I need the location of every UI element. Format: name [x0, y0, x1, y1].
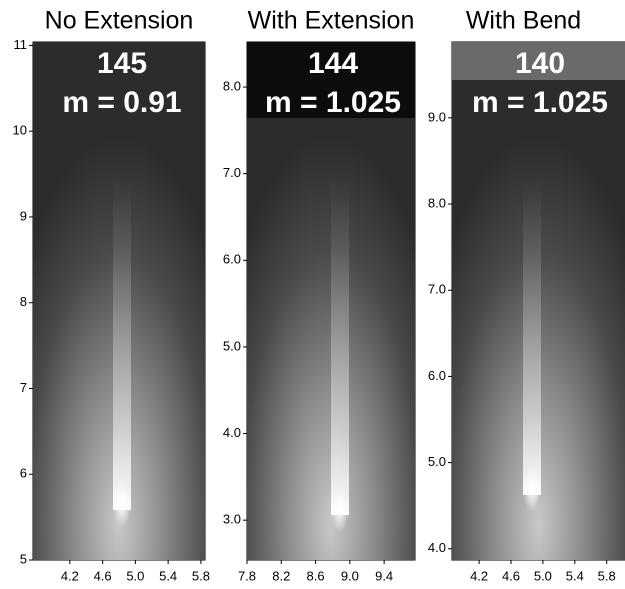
- panel: With Bend 140 m = 1.025 4.0 5.0 6.0 7.0 8.0 9.0 4…: [428, 7, 625, 583]
- plume-streak: [523, 182, 541, 495]
- panel-count: 144: [308, 47, 358, 80]
- x-tick-label: 8.6: [307, 568, 325, 583]
- panel: No Extension 145 m = 0.91 5 6 7 8 9 10 11 4.2 4.6 5.…: [13, 7, 210, 584]
- x-tick-label: 5.0: [126, 568, 144, 583]
- x-tick-label: 7.8: [238, 568, 256, 583]
- panel-count: 140: [515, 47, 565, 80]
- plume-spot: [331, 488, 349, 532]
- y-tick-label: 8: [20, 294, 27, 309]
- x-tick-label: 4.2: [61, 568, 79, 583]
- x-tick-label: 5.8: [192, 568, 210, 583]
- y-tick-label: 7: [20, 380, 27, 395]
- y-tick-label: 5.0: [223, 338, 241, 353]
- x-tick-label: 9.4: [375, 568, 393, 583]
- plume-spot: [113, 483, 131, 527]
- panel: With Extension 144 m = 1.025 3.0 4.0 5.0 6.0 7.…: [223, 7, 416, 583]
- y-tick-label: 7.0: [428, 282, 446, 297]
- panel-slope: m = 0.91: [62, 86, 181, 119]
- x-tick-label: 5.8: [598, 568, 616, 583]
- x-tick-label: 8.2: [272, 568, 290, 583]
- panel-title: With Bend: [466, 7, 581, 35]
- top-band: [247, 42, 415, 118]
- y-tick-label: 9.0: [428, 109, 446, 124]
- y-tick-label: 3.0: [223, 512, 241, 527]
- panel-slope: m = 1.025: [472, 86, 608, 119]
- x-tick-label: 4.6: [502, 568, 520, 583]
- x-tick-label: 5.4: [159, 568, 177, 583]
- y-tick-label: 8.0: [428, 195, 446, 210]
- x-tick-label: 4.6: [94, 568, 112, 583]
- x-tick-label: 9.0: [341, 568, 359, 583]
- y-tick-label: 6: [20, 466, 27, 481]
- panel-slope: m = 1.025: [265, 86, 401, 119]
- y-tick-label: 7.0: [223, 165, 241, 180]
- y-tick-label: 11: [14, 37, 28, 52]
- panel-count: 145: [97, 47, 147, 80]
- panel-title: With Extension: [248, 7, 415, 35]
- plume-streak: [113, 182, 131, 510]
- y-tick-label: 8.0: [223, 78, 241, 93]
- top-band: [452, 42, 625, 80]
- y-tick-label: 6.0: [223, 252, 241, 267]
- plume-spot: [523, 468, 541, 512]
- y-tick-label: 5: [20, 551, 27, 566]
- y-tick-label: 10: [13, 123, 27, 138]
- panel-title: No Extension: [45, 7, 194, 35]
- plume-streak: [331, 182, 349, 515]
- y-tick-label: 9: [20, 208, 27, 223]
- x-tick-label: 4.2: [470, 568, 488, 583]
- y-tick-label: 4.0: [223, 425, 241, 440]
- y-tick-label: 6.0: [428, 368, 446, 383]
- x-tick-label: 5.4: [566, 568, 584, 583]
- x-tick-label: 5.0: [534, 568, 552, 583]
- y-tick-label: 4.0: [428, 540, 446, 555]
- y-tick-label: 5.0: [428, 454, 446, 469]
